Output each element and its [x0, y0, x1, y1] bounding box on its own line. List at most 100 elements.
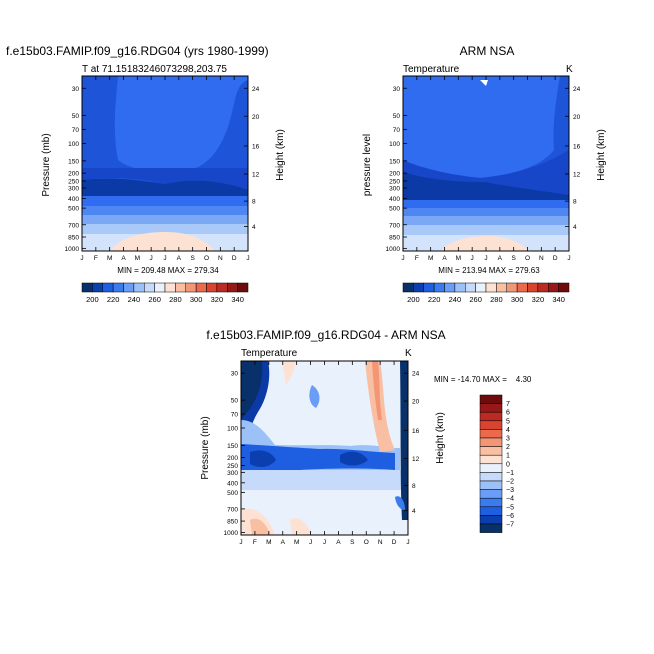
colorbar-swatch [81, 282, 93, 293]
colorbar-swatch [423, 282, 435, 293]
pressure-label: 30 [72, 86, 80, 93]
diff-colorbar-label: 0 [506, 461, 510, 468]
pressure-label: 250 [227, 463, 238, 470]
height-label: 16 [252, 144, 260, 151]
colorbar-swatch [465, 282, 476, 293]
pressure-label: 70 [231, 412, 239, 419]
colorbar-swatch [454, 282, 466, 293]
diff-colorbar-swatch [479, 429, 503, 439]
pressure-label: 200 [389, 171, 400, 178]
pressure-label: 250 [389, 179, 400, 186]
month-label: O [525, 255, 530, 262]
obs-temperature-panel: ARM NSA Temperature K J F M A M J J A S O N D J 30 50 7… [362, 44, 607, 304]
height-label: 4 [573, 224, 577, 231]
colorbar-swatch [164, 282, 176, 293]
pressure-label: 70 [72, 127, 80, 134]
month-label: N [539, 255, 544, 262]
pressure-label: 30 [231, 371, 239, 378]
height-label: 4 [412, 508, 416, 515]
month-label: M [428, 255, 433, 262]
colorbar-swatch [195, 282, 207, 293]
colorbar-label: 220 [107, 295, 120, 304]
pressure-label: 1000 [224, 530, 239, 537]
month-label: A [177, 255, 182, 262]
model-temperature-panel: f.e15b03.FAMIP.f09_g16.RDG04 (yrs 1980-1… [6, 44, 286, 304]
month-label: J [239, 539, 242, 546]
height-label: 8 [252, 199, 256, 206]
month-label: D [392, 539, 397, 546]
month-label: J [401, 255, 404, 262]
diff-colorbar-label: −7 [506, 522, 514, 529]
pressure-label: 300 [227, 470, 238, 477]
month-label: N [378, 539, 383, 546]
colorbar-label: 220 [428, 295, 441, 304]
month-label: J [567, 255, 570, 262]
pressure-label: 1000 [65, 246, 80, 253]
month-label: J [309, 539, 312, 546]
colorbar-swatch [402, 282, 414, 293]
pressure-label: 150 [68, 158, 79, 165]
month-label: J [471, 255, 474, 262]
diff-min-max: MIN = -14.70 MAX = 4.30 [434, 375, 532, 384]
colorbar-swatch [548, 282, 559, 293]
height-label: 12 [573, 172, 581, 179]
model-subtitle: T at 71.15183246073298,203.75 [82, 64, 227, 75]
diff-colorbar-swatch [479, 420, 503, 430]
month-label: N [218, 255, 223, 262]
diff-colorbar-swatch [479, 515, 503, 525]
diff-colorbar-swatch [479, 437, 503, 447]
month-label: A [121, 255, 126, 262]
month-label: D [232, 255, 237, 262]
colorbar-swatch [102, 282, 114, 293]
colorbar-swatch [112, 282, 124, 293]
obs-ylabel-right: Height (km) [596, 129, 607, 181]
pressure-label: 50 [393, 113, 401, 120]
colorbar-label: 320 [532, 295, 545, 304]
pressure-label: 300 [68, 186, 79, 193]
pressure-label: 400 [389, 196, 400, 203]
colorbar-swatch [216, 282, 228, 293]
colorbar-label: 300 [511, 295, 524, 304]
colorbar-swatch [558, 282, 570, 293]
colorbar-label: 280 [169, 295, 182, 304]
colorbar-label: 240 [128, 295, 141, 304]
colorbar-swatch [527, 282, 539, 293]
diff-colorbar-swatch [479, 411, 503, 422]
model-colorbar: 200 220 240 260 280 300 320 340 [81, 282, 249, 304]
colorbar-swatch [537, 282, 549, 293]
month-label: J [246, 255, 249, 262]
diff-colorbar-label: −2 [506, 479, 514, 486]
diff-colorbar-label: 1 [506, 453, 510, 460]
height-label: 24 [412, 371, 420, 378]
pressure-label: 150 [227, 443, 238, 450]
pressure-label: 100 [389, 141, 400, 148]
diff-colorbar-swatch [479, 489, 503, 499]
pressure-label: 500 [227, 490, 238, 497]
month-label: M [266, 539, 271, 546]
diff-colorbar-label: 3 [506, 436, 510, 443]
height-label: 24 [252, 86, 260, 93]
pressure-label: 500 [68, 206, 79, 213]
month-label: A [442, 255, 447, 262]
pressure-label: 50 [231, 398, 239, 405]
colorbar-swatch [444, 282, 456, 293]
colorbar-label: 260 [148, 295, 161, 304]
model-min-max: MIN = 209.48 MAX = 279.34 [117, 266, 219, 275]
colorbar-swatch [496, 282, 507, 293]
obs-colorbar: 200 220 240 260 280 300 320 340 [402, 282, 570, 304]
colorbar-swatch [227, 282, 238, 293]
pressure-label: 50 [72, 113, 80, 120]
month-label: J [484, 255, 487, 262]
diff-colorbar-swatch [479, 523, 503, 533]
diff-subtitle-left: Temperature [241, 348, 298, 359]
pressure-label: 100 [68, 141, 79, 148]
diff-colorbar-label: −6 [506, 513, 514, 520]
colorbar-swatch [92, 282, 103, 293]
height-label: 16 [412, 428, 420, 435]
colorbar-label: 200 [407, 295, 420, 304]
obs-subtitle-right: K [566, 64, 573, 75]
diff-colorbar-swatch [479, 497, 503, 508]
pressure-label: 700 [389, 222, 400, 229]
pressure-label: 300 [389, 186, 400, 193]
diff-colorbar-swatch [479, 394, 503, 404]
